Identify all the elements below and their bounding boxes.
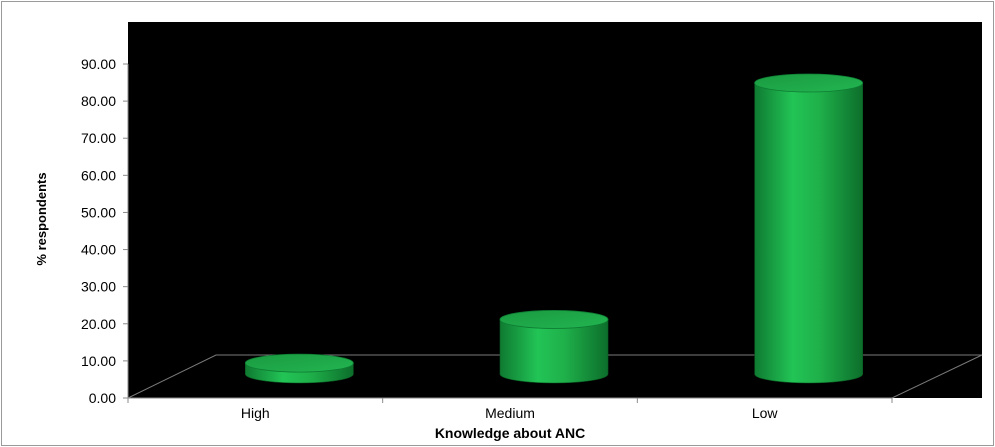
- bar: [499, 310, 609, 384]
- x-tick-label: Medium: [485, 405, 535, 421]
- y-tick-label: 10.00: [81, 353, 116, 369]
- y-tick-label: 20.00: [81, 316, 116, 332]
- y-tick-label: 70.00: [81, 130, 116, 146]
- y-tick-label: 40.00: [81, 242, 116, 258]
- y-tick-label: 30.00: [81, 279, 116, 295]
- bar-top: [499, 310, 609, 329]
- y-tick-label: 50.00: [81, 204, 116, 220]
- bar-body: [754, 82, 863, 384]
- x-axis-title: Knowledge about ANC: [435, 425, 585, 441]
- y-ticks: 0.00 10.00 20.00 30.00 40.00 50.00 60.00 70.00 8…: [81, 56, 128, 406]
- y-axis-title: % respondents: [34, 172, 49, 265]
- y-tick-label: 80.00: [81, 93, 116, 109]
- bars: [244, 73, 864, 384]
- x-ticks: High Medium Low: [127, 398, 893, 421]
- bar-body: [499, 319, 609, 384]
- bar: [244, 353, 354, 384]
- y-tick-label: 90.00: [81, 56, 116, 72]
- bar-top: [244, 353, 354, 373]
- x-tick-label: Low: [752, 405, 779, 421]
- y-tick-label: 0.00: [89, 390, 116, 406]
- y-tick-label: 60.00: [81, 167, 116, 183]
- x-tick-label: High: [241, 405, 270, 421]
- bar: [754, 73, 864, 384]
- bar-top: [754, 73, 864, 93]
